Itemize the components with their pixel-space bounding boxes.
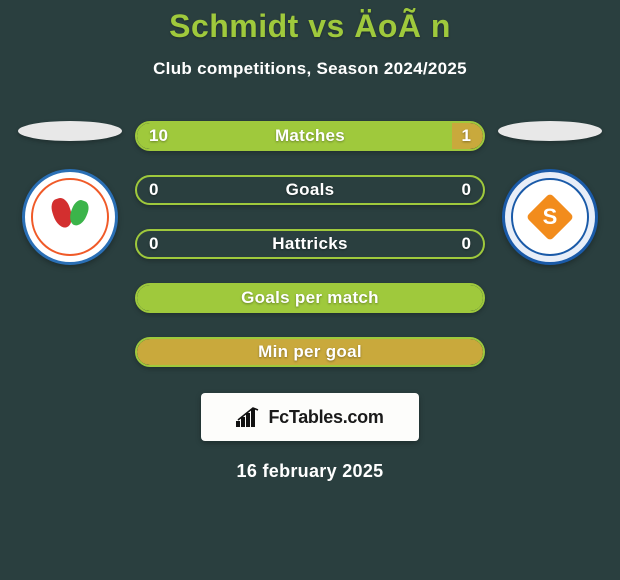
date-text: 16 february 2025 <box>0 461 620 482</box>
stat-label: Goals <box>286 180 335 200</box>
player-silhouette-left <box>18 121 122 141</box>
stat-bar-min-per-goal: Min per goal <box>135 337 485 367</box>
stat-bar-goals: 0 Goals 0 <box>135 175 485 205</box>
stat-value-left: 10 <box>149 126 168 146</box>
stat-bar-hattricks: 0 Hattricks 0 <box>135 229 485 259</box>
club-badge-left-icon <box>47 194 93 240</box>
player-silhouette-right <box>498 121 602 141</box>
brand-text: FcTables.com <box>268 407 383 428</box>
club-badge-right-icon: S <box>525 192 575 242</box>
stat-label: Goals per match <box>241 288 379 308</box>
stat-label: Hattricks <box>272 234 347 254</box>
brand-box[interactable]: FcTables.com <box>201 393 419 441</box>
stat-label: Matches <box>275 126 345 146</box>
left-side <box>15 121 125 265</box>
stats-column: 10 Matches 1 0 Goals 0 0 Hattricks 0 Goa… <box>135 121 485 367</box>
stat-value-right: 0 <box>462 234 471 254</box>
stat-value-left: 0 <box>149 234 158 254</box>
stat-value-right: 1 <box>462 126 471 146</box>
club-badge-right: S <box>502 169 598 265</box>
main-row: 10 Matches 1 0 Goals 0 0 Hattricks 0 Goa… <box>0 121 620 367</box>
right-side: S <box>495 121 605 265</box>
subtitle: Club competitions, Season 2024/2025 <box>0 59 620 79</box>
brand-logo-icon <box>236 407 262 427</box>
stat-bar-matches: 10 Matches 1 <box>135 121 485 151</box>
stat-bar-goals-per-match: Goals per match <box>135 283 485 313</box>
comparison-card: Schmidt vs ÄoÃ n Club competitions, Seas… <box>0 0 620 482</box>
stat-value-right: 0 <box>462 180 471 200</box>
club-badge-left <box>22 169 118 265</box>
page-title: Schmidt vs ÄoÃ n <box>0 8 620 45</box>
stat-value-left: 0 <box>149 180 158 200</box>
stat-label: Min per goal <box>258 342 362 362</box>
